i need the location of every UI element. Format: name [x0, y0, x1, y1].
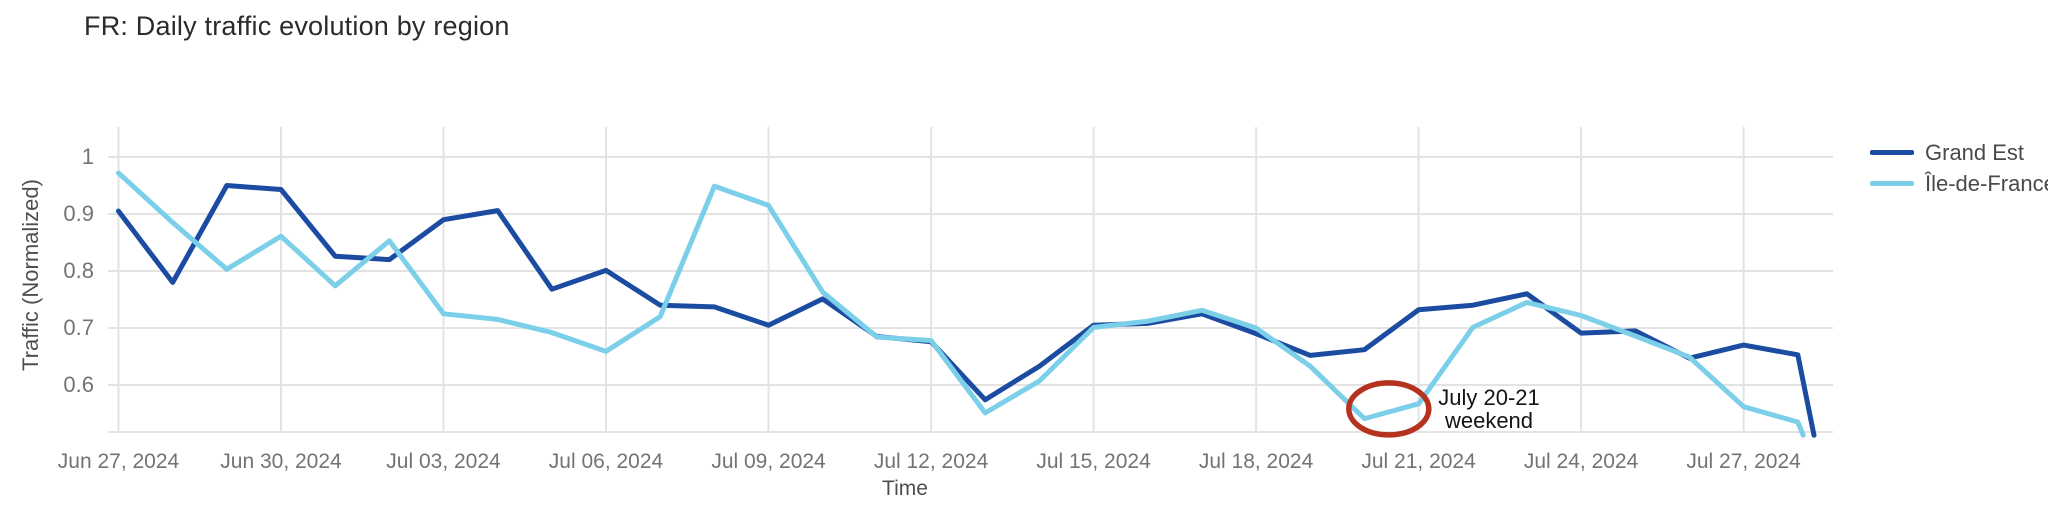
- x-tick-label-7: Jul 18, 2024: [1198, 450, 1314, 473]
- annotation-text-line2: weekend: [1444, 408, 1534, 433]
- series-line-grand-est: [116, 183, 1817, 438]
- series-line-ile-de-france: [116, 170, 1806, 438]
- legend-item-ile-de-france[interactable]: Île-de-France: [1870, 168, 2048, 199]
- y-tick-label-4: 0.6: [63, 372, 94, 397]
- x-tick-label-5: Jul 12, 2024: [873, 450, 989, 473]
- legend-swatch-grand-est: [1870, 150, 1914, 155]
- y-tick-label-0: 1: [81, 144, 94, 169]
- chart-title: FR: Daily traffic evolution by region: [84, 11, 510, 41]
- x-axis-title: Time: [882, 477, 928, 500]
- legend-label-ile-de-france: Île-de-France: [1925, 170, 2048, 196]
- x-tick-label-6: Jul 15, 2024: [1036, 450, 1151, 473]
- x-tick-label-9: Jul 24, 2024: [1523, 450, 1639, 473]
- annotation-text-line1: July 20-21: [1438, 385, 1540, 410]
- x-tick-label-0: Jun 27, 2024: [57, 450, 180, 473]
- x-tick-label-8: Jul 21, 2024: [1361, 450, 1476, 473]
- annotation-circle: [1346, 380, 1432, 438]
- annotation-text: July 20-21 weekend: [1438, 386, 1540, 432]
- y-tick-label-1: 0.9: [63, 201, 94, 226]
- x-tick-label-4: Jul 09, 2024: [711, 450, 826, 473]
- x-tick-label-1: Jun 30, 2024: [220, 450, 342, 473]
- legend-label-grand-est: Grand Est: [1925, 139, 2025, 165]
- y-tick-label-3: 0.7: [63, 315, 94, 340]
- x-tick-label-3: Jul 06, 2024: [548, 450, 664, 473]
- x-tick-label-10: Jul 27, 2024: [1686, 450, 1801, 473]
- legend-swatch-ile-de-france: [1870, 181, 1914, 186]
- x-tick-label-2: Jul 03, 2024: [386, 450, 501, 473]
- legend: Grand Est Île-de-France: [1870, 137, 2048, 199]
- y-tick-label-2: 0.8: [63, 258, 94, 283]
- legend-item-grand-est[interactable]: Grand Est: [1870, 137, 2048, 168]
